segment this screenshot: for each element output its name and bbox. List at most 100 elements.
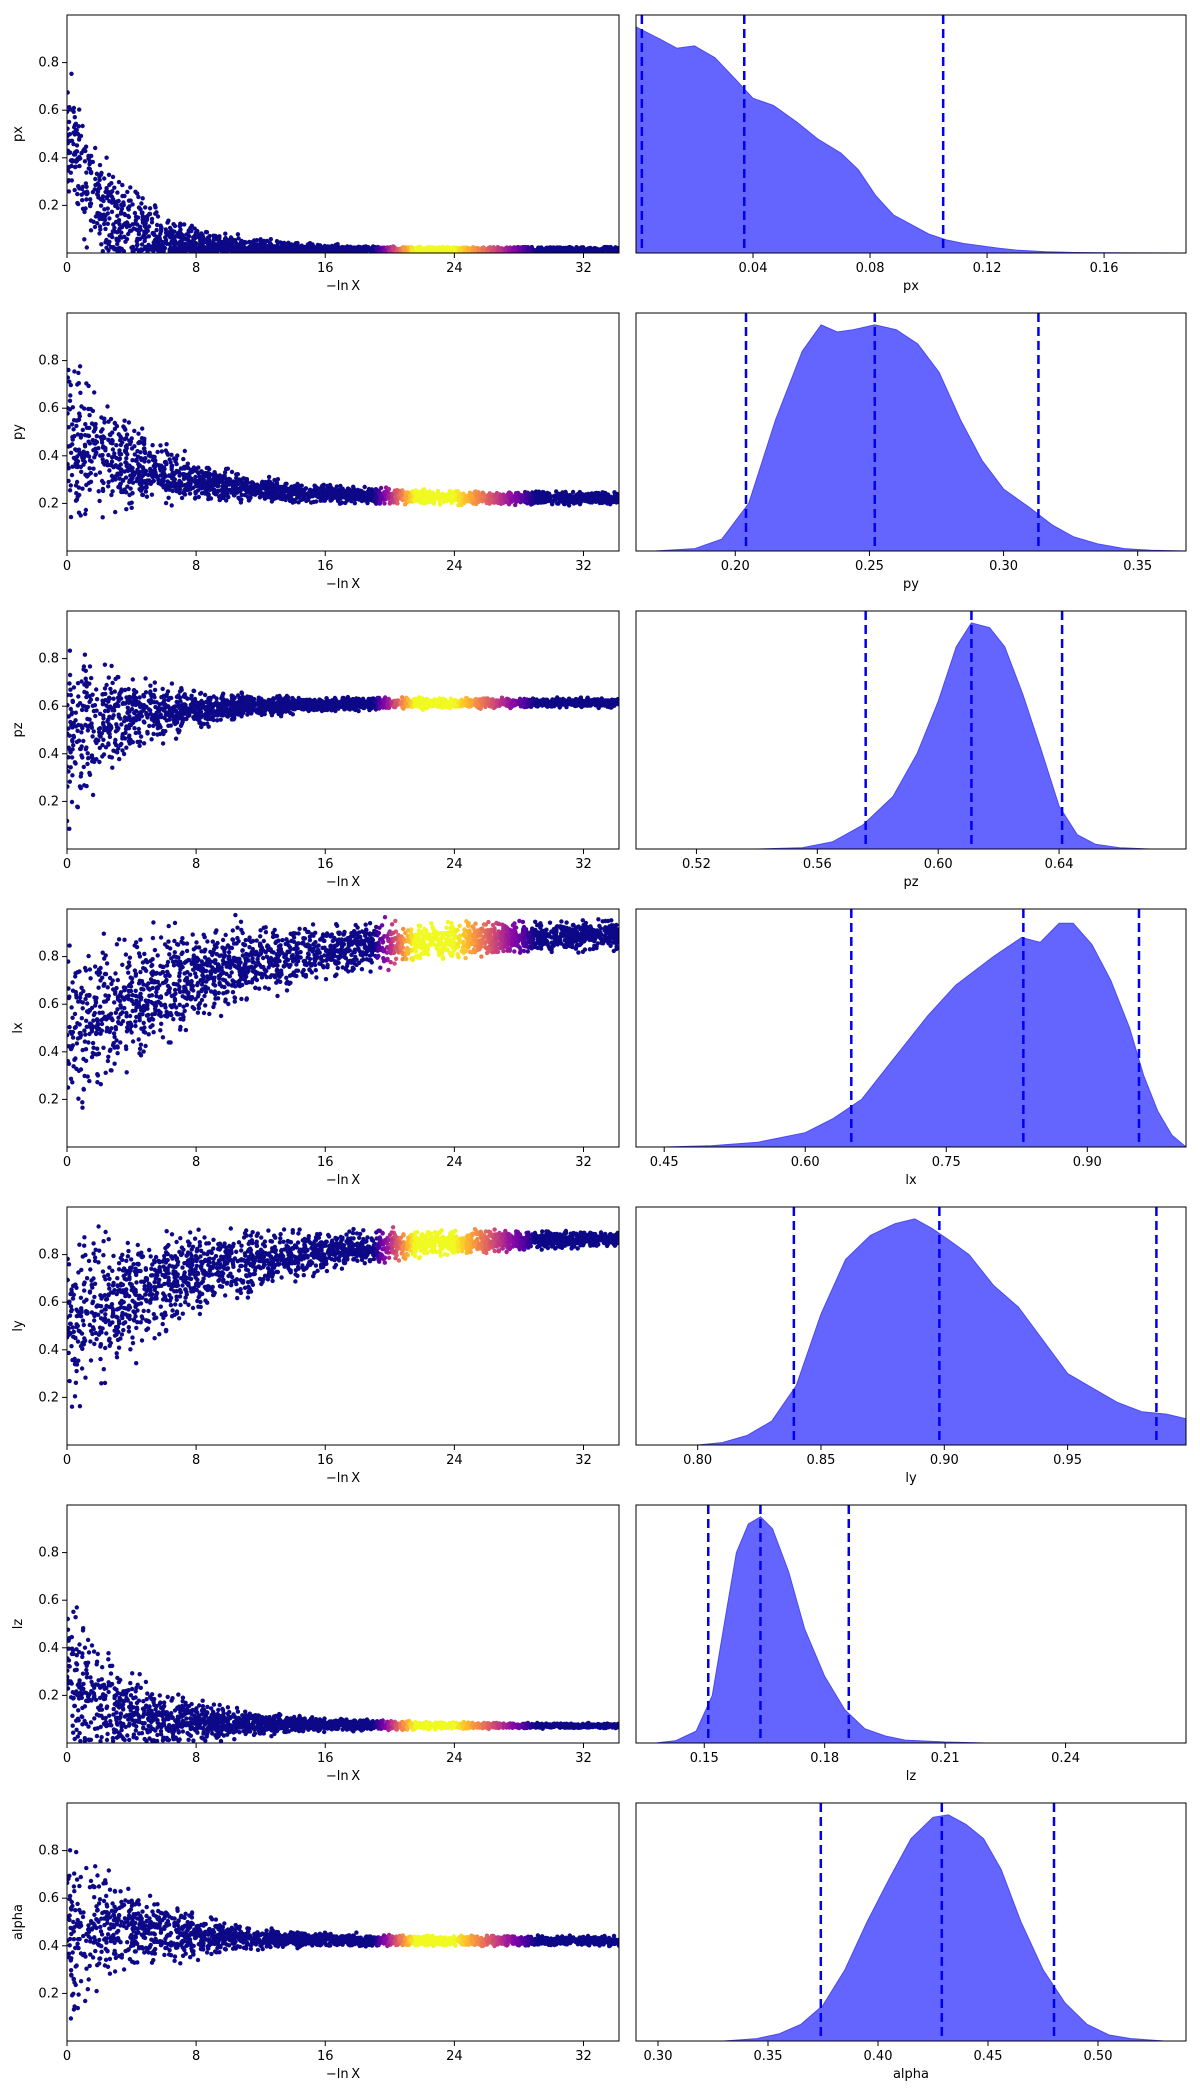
trace-point [113, 509, 118, 515]
trace-point [115, 230, 120, 235]
trace-point [109, 200, 115, 205]
trace-point [345, 496, 350, 502]
trace-point [520, 494, 525, 500]
trace-point [277, 249, 282, 253]
trace-point [124, 456, 129, 461]
trace-panel-py: 0 8 16 24 320.20.40.60.8−ln Xpy [11, 312, 620, 592]
trace-point [93, 176, 98, 182]
trace-point [268, 237, 273, 242]
posterior-x-tick-label: 0.30 [989, 559, 1018, 574]
trace-point [349, 496, 355, 501]
trace-point [173, 456, 179, 462]
trace-point [100, 486, 106, 492]
trace-point [126, 214, 132, 220]
trace-point [223, 466, 229, 472]
trace-point [87, 154, 92, 160]
trace-point [76, 201, 81, 207]
trace-point [68, 382, 74, 388]
trace-point [109, 437, 115, 443]
trace-point [193, 474, 198, 480]
trace-y-tick-label: 0.4 [38, 151, 59, 166]
trace-point [177, 248, 183, 253]
trace-point [92, 224, 98, 230]
trace-point [189, 223, 194, 228]
trace-point [67, 90, 70, 95]
trace-point [147, 478, 152, 483]
posterior-density-area [636, 26, 1186, 253]
trace-point [437, 502, 443, 507]
trace-point [118, 211, 124, 216]
trace-point [275, 477, 281, 482]
trace-point [266, 479, 272, 484]
trace-point [105, 206, 110, 211]
trace-point [132, 210, 138, 216]
trace-point [82, 442, 88, 447]
trace-point [327, 247, 333, 252]
trace-point [374, 246, 380, 251]
trace-point [169, 467, 174, 472]
trace-point [76, 417, 81, 423]
trace-point [91, 219, 96, 224]
trace-point [352, 501, 357, 506]
trace-point [98, 203, 104, 208]
trace-point [367, 497, 373, 502]
trace-x-tick-label: 24 [446, 261, 463, 276]
trace-point [274, 495, 279, 500]
trace-point [133, 214, 139, 219]
trace-point [348, 492, 353, 497]
trace-point [191, 237, 196, 242]
trace-point [110, 447, 116, 452]
trace-point [140, 492, 146, 498]
trace-point [300, 492, 305, 498]
trace-point [426, 498, 431, 503]
trace-point [247, 490, 252, 495]
trace-point [200, 236, 205, 242]
trace-point [84, 170, 89, 175]
trace-point [112, 421, 118, 426]
trace-point [391, 246, 396, 252]
trace-point [102, 217, 108, 223]
trace-point [129, 468, 135, 474]
trace-point [337, 501, 343, 506]
trace-point [106, 452, 111, 458]
trace-point [154, 222, 160, 228]
trace-point [140, 210, 145, 215]
trace-point [97, 498, 102, 504]
trace-point [75, 432, 81, 437]
trace-point [212, 470, 217, 475]
trace-point [268, 491, 273, 496]
trace-point [221, 486, 227, 491]
trace-point [206, 496, 211, 502]
trace-point [144, 494, 150, 499]
trace-point [67, 132, 71, 138]
trace-point [128, 198, 133, 203]
trace-point [503, 247, 508, 252]
trace-point [132, 452, 137, 457]
trace-point [491, 247, 496, 252]
trace-point [169, 463, 174, 468]
trace-point [86, 439, 91, 444]
trace-point [496, 248, 502, 253]
trace-point [601, 248, 607, 253]
trace-point [130, 475, 135, 481]
trace-point [402, 247, 407, 252]
trace-point [250, 247, 256, 252]
trace-point [265, 248, 271, 253]
trace-point [269, 499, 275, 504]
trace-x-tick-label: 24 [446, 559, 463, 574]
trace-point [340, 248, 345, 253]
trace-point [236, 236, 241, 241]
trace-point [181, 456, 186, 462]
trace-point [170, 488, 175, 494]
trace-point [88, 406, 93, 412]
trace-point [610, 248, 616, 253]
trace-point [115, 471, 120, 476]
trace-point [175, 453, 180, 458]
trace-point [67, 398, 73, 403]
trace-point [93, 472, 98, 477]
trace-point [109, 492, 114, 498]
trace-point [198, 486, 203, 491]
trace-point [143, 489, 149, 494]
